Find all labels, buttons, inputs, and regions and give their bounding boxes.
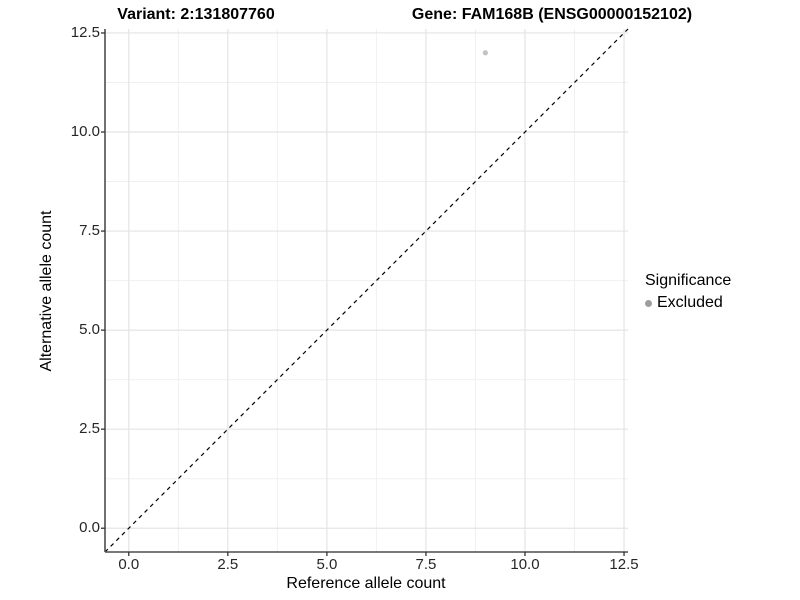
gene-title: Gene: FAM168B (ENSG00000152102)	[411, 6, 693, 23]
legend-title: Significance	[645, 272, 732, 289]
y-tick-label: 10.0	[70, 123, 100, 140]
x-axis-title: Reference allele count	[286, 575, 446, 592]
variant-title: Variant: 2:131807760	[117, 6, 275, 23]
x-tick-label: 5.0	[316, 556, 338, 573]
y-tick-label: 7.5	[79, 222, 100, 240]
x-tick-label: 12.5	[609, 556, 639, 573]
data-point	[482, 50, 488, 56]
legend: Significance Excluded	[645, 272, 731, 312]
y-axis-title: Alternative allele count	[38, 210, 55, 372]
x-tick-label: 7.5	[415, 556, 437, 573]
y-tick-label: 12.5	[70, 23, 100, 41]
y-tick-label: 5.0	[79, 321, 100, 339]
x-tick-label: 0.0	[118, 556, 140, 573]
y-tick-label: 0.0	[79, 519, 100, 537]
legend-items: Excluded	[645, 294, 731, 312]
x-tick-label: 2.5	[217, 556, 239, 573]
legend-item: Excluded	[645, 294, 731, 312]
y-tick-label: 2.5	[79, 420, 100, 438]
plot-panel	[101, 28, 629, 556]
plot-canvas	[101, 28, 629, 556]
legend-point-icon	[645, 299, 652, 307]
x-tick-label: 10.0	[510, 556, 540, 573]
legend-item-label: Excluded	[657, 294, 723, 311]
identity-reference-line	[104, 28, 629, 553]
